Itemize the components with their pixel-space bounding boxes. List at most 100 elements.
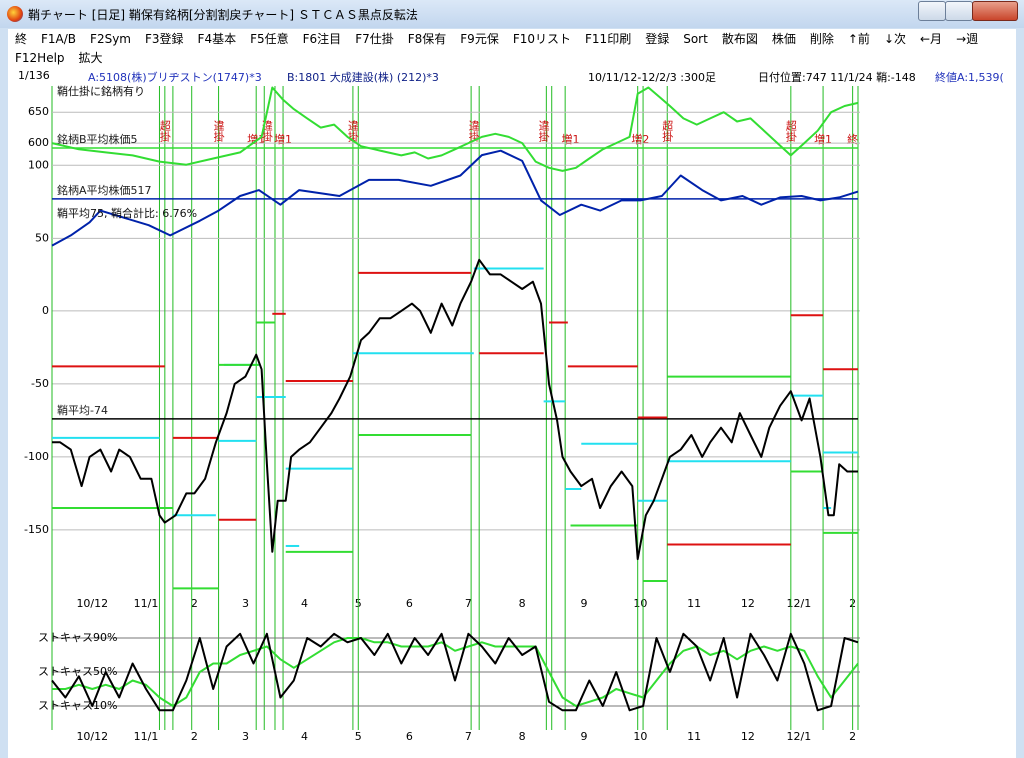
stock-a: A:5108(株)ブリヂストン(1747)*3 (88, 71, 262, 84)
x-tick-label: 9 (580, 597, 587, 610)
signal-annotation: 違掛 (346, 120, 359, 143)
menu-item[interactable]: 終 (15, 32, 28, 46)
menu-item[interactable]: 登録 (645, 32, 670, 46)
info-bar: 1/136 A:5108(株)ブリヂストン(1747)*3 B:1801 大成建… (0, 68, 1016, 84)
y-tick-label: ストキャス90% (38, 631, 117, 644)
signal-annotation: 超掛 (158, 119, 171, 143)
x-tick-label: 4 (301, 597, 308, 610)
x-tick-label: 2 (191, 730, 198, 743)
x-tick-label: 6 (406, 730, 413, 743)
menu-row: 終 F1A/B F2Sym F3登録 F4基本 F5任意 F6注目 F7仕掛 F8保有 F9元保 F… (8, 30, 1016, 49)
signal-annotation: 増2 (631, 133, 649, 146)
menu-item[interactable]: →週 (956, 32, 979, 46)
signal-annotation: 違掛 (467, 120, 480, 143)
signal-annotation: 増1 (814, 133, 832, 146)
reference-label: 銘柄B平均株価5 (57, 132, 138, 146)
period: 10/11/12-12/2/3 :300足 (588, 71, 716, 84)
signal-annotation: 超掛 (784, 119, 797, 143)
x-tick-label: 10 (633, 730, 647, 743)
menu-item[interactable]: F3登録 (145, 32, 184, 46)
signal-annotation: 終 (847, 132, 858, 146)
x-tick-label: 12 (741, 730, 755, 743)
menu-item[interactable]: Sort (683, 32, 708, 46)
menu-item[interactable]: 散布図 (721, 32, 758, 46)
y-tick-label: 650 (28, 105, 49, 118)
x-tick-label: 10 (633, 597, 647, 610)
series-line (52, 637, 859, 707)
x-tick-label: 10/12 (76, 597, 108, 610)
signal-annotation: 違掛 (537, 120, 550, 143)
reference-label: 銘柄A平均株価517 (57, 183, 152, 197)
series-line (51, 632, 859, 712)
x-tick-label: 8 (519, 597, 526, 610)
x-tick-label: 3 (242, 730, 249, 743)
app-icon (7, 6, 23, 22)
signal-annotation: 超掛 (661, 119, 674, 143)
x-tick-label: 11/1 (134, 597, 159, 610)
x-tick-label: 2 (849, 730, 856, 743)
x-tick-label: 11 (687, 597, 701, 610)
y-tick-label: 0 (42, 304, 49, 317)
x-tick-label: 8 (519, 730, 526, 743)
x-tick-label: 11/1 (134, 730, 159, 743)
title-bar: 鞘チャート [日足] 鞘保有銘柄[分割割戻チャート] ＳＴＣＡＳ黒点反転法 (0, 0, 1024, 28)
x-tick-label: 5 (355, 730, 362, 743)
x-tick-label: 10/12 (76, 730, 108, 743)
x-tick-label: 6 (406, 597, 413, 610)
close-button[interactable] (972, 1, 1018, 21)
menu-item[interactable]: F8保有 (407, 32, 447, 46)
series-line (51, 86, 859, 172)
y-tick-label: 600 (28, 136, 49, 149)
x-tick-label: 12/1 (787, 597, 812, 610)
y-tick-label: 100 (28, 158, 49, 171)
x-tick-label: 11 (687, 730, 701, 743)
menu-item[interactable]: F4基本 (197, 32, 237, 46)
menu-item[interactable]: ←月 (920, 32, 943, 46)
date-position: 日付位置:747 11/1/24 鞘:-148 (758, 71, 916, 84)
client-area (8, 29, 1016, 758)
menu-item[interactable]: 削除 (809, 32, 834, 46)
y-tick-label: -100 (24, 450, 49, 463)
menu-item[interactable]: ↑前 (847, 32, 870, 46)
y-tick-label: 50 (35, 231, 49, 244)
x-tick-label: 12/1 (787, 730, 812, 743)
menu-item[interactable]: F10リスト (512, 32, 572, 46)
menu-item[interactable]: F9元保 (460, 32, 499, 46)
menu-item[interactable]: F6注目 (302, 32, 342, 46)
close-a: 終値A:1,539( (935, 71, 1004, 84)
chart-note: 鞘平均75, 鞘合計比: 6.76% (57, 206, 197, 220)
x-tick-label: 2 (191, 597, 198, 610)
menu-row: F12Help 拡大 (8, 49, 1016, 68)
y-tick-label: ストキャス10% (38, 699, 117, 712)
page-counter: 1/136 (18, 69, 50, 82)
x-tick-label: 7 (465, 597, 472, 610)
menu-item[interactable]: F7仕掛 (355, 32, 394, 46)
menu-item[interactable]: F2Sym (90, 32, 131, 46)
y-tick-label: -150 (24, 523, 49, 536)
x-tick-label: 12 (741, 597, 755, 610)
menu-item[interactable]: ↓次 (883, 32, 906, 46)
menu-item[interactable]: 拡大 (78, 51, 103, 65)
signal-annotation: 増1 (562, 133, 580, 146)
series-line (51, 149, 859, 247)
menu-item[interactable]: F1A/B (41, 32, 77, 46)
x-tick-label: 3 (242, 597, 249, 610)
stock-b: B:1801 大成建設(株) (212)*3 (287, 71, 439, 84)
x-tick-label: 9 (580, 730, 587, 743)
y-tick-label: -50 (31, 377, 49, 390)
series-line (52, 258, 858, 561)
signal-annotation: 増1 (274, 133, 292, 146)
chart-note: 鞘仕掛に銘柄有り (57, 84, 145, 98)
x-tick-label: 7 (465, 730, 472, 743)
x-tick-label: 4 (301, 730, 308, 743)
window-title: 鞘チャート [日足] 鞘保有銘柄[分割割戻チャート] ＳＴＣＡＳ黒点反転法 (28, 8, 418, 22)
y-tick-label: ストキャス50% (38, 665, 117, 678)
menu-item[interactable]: F5任意 (250, 32, 289, 46)
menu-item[interactable]: F11印刷 (585, 32, 632, 46)
menu-item[interactable]: 株価 (771, 32, 796, 46)
signal-annotation: 違掛 (212, 120, 225, 143)
menu-item[interactable]: F12Help (15, 51, 65, 65)
